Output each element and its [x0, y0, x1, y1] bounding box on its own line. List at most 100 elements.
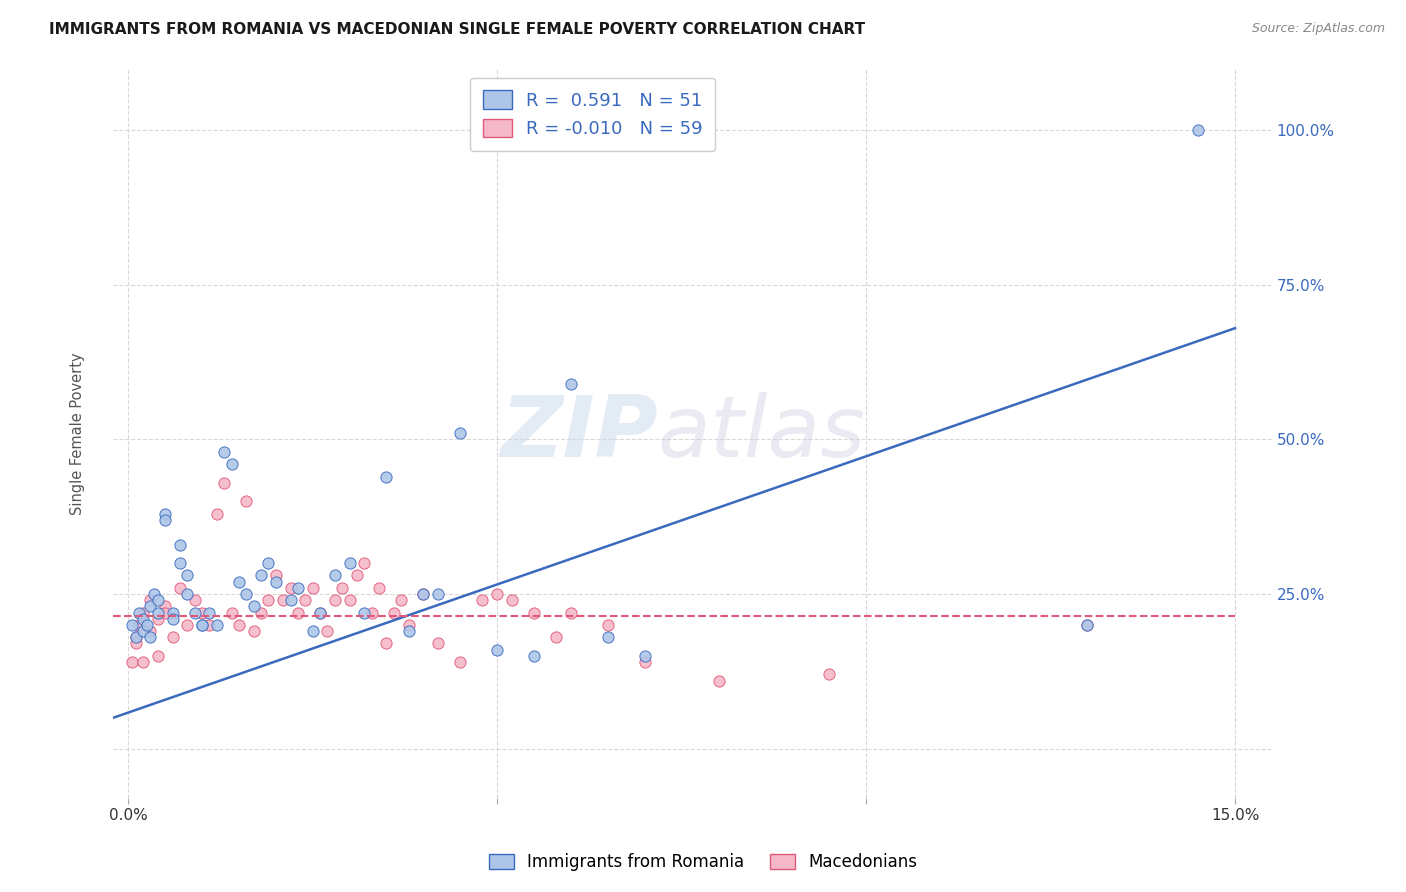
Point: [560, 606, 582, 620]
Point: [153, 606, 176, 620]
Point: [389, 593, 412, 607]
Point: [135, 618, 157, 632]
Point: [412, 587, 434, 601]
Point: [191, 606, 214, 620]
Point: [398, 624, 420, 639]
Point: [301, 581, 323, 595]
Point: [316, 624, 339, 639]
Point: [176, 618, 198, 632]
Y-axis label: Single Female Poverty: Single Female Poverty: [69, 352, 84, 515]
Point: [212, 445, 235, 459]
Point: [124, 630, 146, 644]
Point: [523, 606, 546, 620]
Point: [132, 624, 155, 639]
Point: [153, 599, 176, 614]
Point: [128, 606, 150, 620]
Point: [360, 606, 382, 620]
Point: [198, 618, 221, 632]
Point: [124, 636, 146, 650]
Point: [139, 593, 162, 607]
Point: [382, 606, 405, 620]
Point: [294, 593, 316, 607]
Point: [427, 636, 450, 650]
Point: [121, 618, 143, 632]
Legend: R =  0.591   N = 51, R = -0.010   N = 59: R = 0.591 N = 51, R = -0.010 N = 59: [470, 78, 716, 151]
Point: [546, 630, 568, 644]
Point: [146, 593, 169, 607]
Point: [146, 648, 169, 663]
Point: [634, 655, 657, 669]
Point: [242, 624, 264, 639]
Point: [353, 606, 375, 620]
Point: [301, 624, 323, 639]
Point: [132, 655, 155, 669]
Point: [309, 606, 332, 620]
Point: [183, 593, 205, 607]
Point: [449, 655, 471, 669]
Point: [257, 556, 280, 570]
Point: [353, 556, 375, 570]
Point: [1076, 618, 1098, 632]
Point: [346, 568, 368, 582]
Point: [235, 494, 257, 508]
Point: [162, 612, 184, 626]
Point: [146, 606, 169, 620]
Point: [818, 667, 841, 681]
Point: [228, 618, 250, 632]
Point: [143, 587, 166, 601]
Point: [146, 612, 169, 626]
Text: IMMIGRANTS FROM ROMANIA VS MACEDONIAN SINGLE FEMALE POVERTY CORRELATION CHART: IMMIGRANTS FROM ROMANIA VS MACEDONIAN SI…: [49, 22, 865, 37]
Point: [323, 568, 346, 582]
Point: [330, 581, 353, 595]
Text: Source: ZipAtlas.com: Source: ZipAtlas.com: [1251, 22, 1385, 36]
Point: [191, 618, 214, 632]
Point: [228, 574, 250, 589]
Point: [707, 673, 730, 688]
Point: [242, 599, 264, 614]
Point: [132, 612, 155, 626]
Point: [1076, 618, 1098, 632]
Point: [124, 630, 146, 644]
Point: [153, 507, 176, 521]
Point: [198, 606, 221, 620]
Point: [169, 538, 191, 552]
Point: [280, 593, 302, 607]
Point: [398, 618, 420, 632]
Point: [412, 587, 434, 601]
Point: [153, 513, 176, 527]
Point: [560, 376, 582, 391]
Point: [205, 507, 228, 521]
Point: [486, 642, 509, 657]
Point: [375, 636, 398, 650]
Point: [634, 648, 657, 663]
Point: [128, 618, 150, 632]
Point: [169, 581, 191, 595]
Point: [191, 618, 214, 632]
Point: [523, 648, 546, 663]
Point: [176, 568, 198, 582]
Point: [264, 574, 287, 589]
Point: [235, 587, 257, 601]
Point: [205, 618, 228, 632]
Point: [271, 593, 294, 607]
Point: [257, 593, 280, 607]
Point: [339, 593, 361, 607]
Point: [287, 606, 309, 620]
Point: [162, 630, 184, 644]
Point: [368, 581, 391, 595]
Point: [287, 581, 309, 595]
Point: [471, 593, 494, 607]
Point: [280, 581, 302, 595]
Point: [212, 475, 235, 490]
Point: [176, 587, 198, 601]
Point: [339, 556, 361, 570]
Point: [264, 568, 287, 582]
Point: [596, 618, 619, 632]
Point: [132, 606, 155, 620]
Point: [121, 655, 143, 669]
Point: [162, 606, 184, 620]
Point: [501, 593, 523, 607]
Point: [221, 606, 243, 620]
Point: [449, 426, 471, 441]
Legend: Immigrants from Romania, Macedonians: Immigrants from Romania, Macedonians: [481, 845, 925, 880]
